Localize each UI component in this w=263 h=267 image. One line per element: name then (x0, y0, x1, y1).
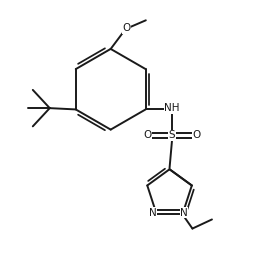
Text: N: N (180, 208, 188, 218)
Text: N: N (149, 208, 156, 218)
Text: O: O (122, 23, 130, 33)
Text: O: O (143, 131, 151, 140)
Text: S: S (169, 131, 175, 140)
Text: O: O (193, 131, 201, 140)
Text: NH: NH (164, 103, 180, 113)
